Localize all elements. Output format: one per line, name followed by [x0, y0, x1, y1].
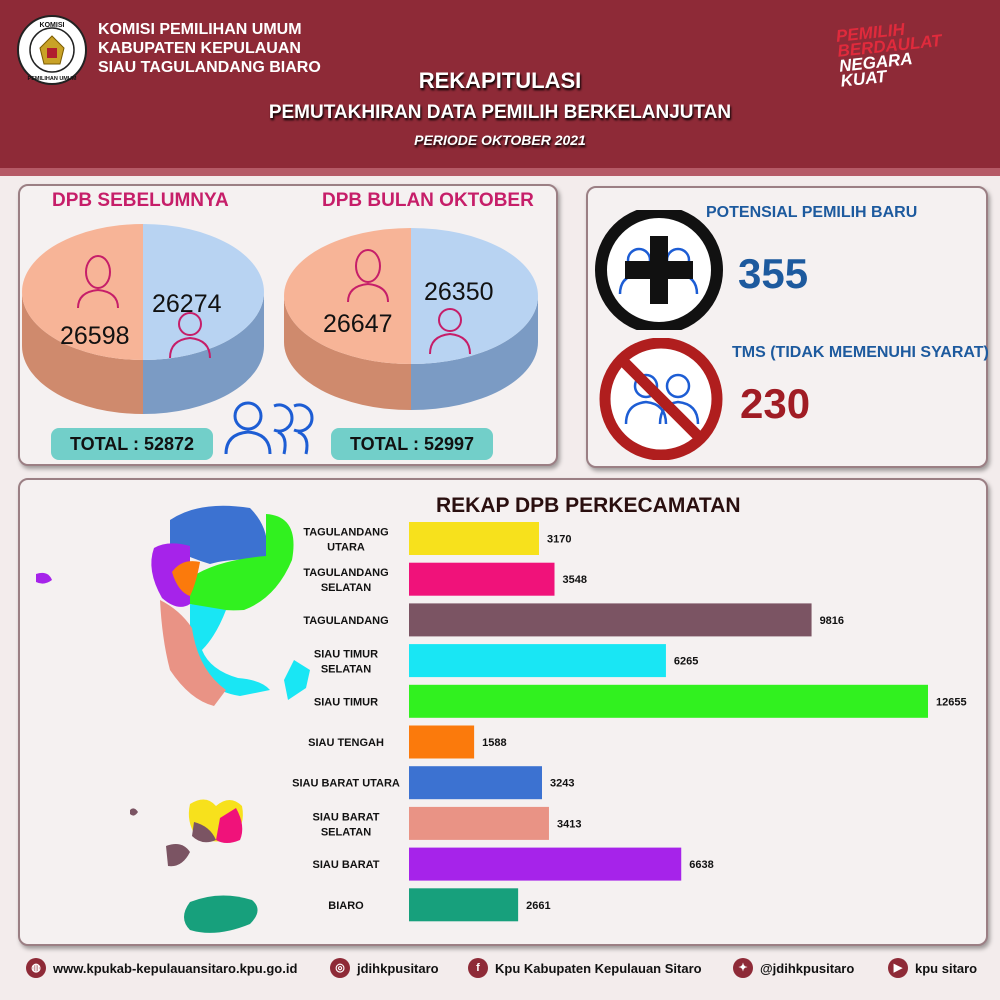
bar-7: [409, 806, 549, 840]
chart-title: REKAP DPB PERKECAMATAN: [436, 494, 741, 517]
dpb-curr-female: 26647: [323, 310, 393, 338]
bar-9: [409, 888, 519, 922]
category-label: BIARO: [328, 900, 364, 912]
logo-text-bottom: PEMILIHAN UMUM: [28, 76, 77, 82]
dpb-prev-male: 26274: [152, 290, 222, 318]
dpb-curr-title: DPB BULAN OKTOBER: [322, 190, 534, 211]
slogan: PEMILIH BERDAULAT NEGARA KUAT: [835, 15, 971, 91]
bar-value-label: 3413: [557, 818, 581, 830]
twitter-handle[interactable]: @jdihkpusitaro: [760, 960, 855, 976]
category-label: SIAU TIMUR: [314, 696, 378, 708]
category-label: SIAU BARAT SELATAN: [312, 811, 379, 838]
kpu-logo: KOMISI PEMILIHAN UMUM: [17, 15, 87, 85]
tms-value: 230: [740, 380, 811, 427]
bar-3: [409, 644, 666, 678]
header-banner: KOMISI PEMILIHAN UMUM KOMISI PEMILIHAN U…: [0, 0, 1000, 176]
organization-name: KOMISI PEMILIHAN UMUM KABUPATEN KEPULAUA…: [98, 20, 321, 77]
instagram-icon: ◎: [330, 958, 350, 978]
globe-icon: ◍: [26, 958, 46, 978]
page-title: REKAPITULASI: [418, 68, 582, 93]
dpb-prev-female: 26598: [60, 322, 130, 350]
new-voter-label: POTENSIAL PEMILIH BARU: [706, 204, 918, 221]
footer-instagram[interactable]: ◎ jdihkpusitaro: [330, 958, 439, 978]
bar-0: [409, 522, 540, 555]
male-icon: [429, 308, 471, 355]
title-block: REKAPITULASI PEMUTAKHIRAN DATA PEMILIH B…: [250, 68, 750, 148]
bar-value-label: 3243: [550, 778, 574, 790]
category-label: SIAU TENGAH: [308, 737, 384, 749]
bar-5: [409, 725, 475, 759]
facebook-icon: f: [468, 958, 488, 978]
bar-value-label: 2661: [526, 900, 550, 912]
dpb-prev-total: TOTAL : 52872: [51, 428, 213, 460]
bar-value-label: 12655: [936, 696, 967, 708]
category-label: TAGULANDANG: [303, 615, 388, 627]
bar-chart: 3170 TAGULANDANG UTARA 3548 TAGULANDANG SELAT…: [292, 522, 967, 922]
female-icon: [77, 255, 119, 309]
category-label: SIAU BARAT: [312, 859, 379, 871]
district-map: [36, 505, 310, 933]
logo-text-top: KOMISI: [40, 22, 65, 29]
female-icon: [347, 249, 389, 303]
new-voter-value: 355: [738, 250, 809, 297]
male-icon: [169, 312, 211, 359]
dpb-curr-total: TOTAL : 52997: [331, 428, 493, 460]
website-link[interactable]: www.kpukab-kepulauansitaro.kpu.go.id: [53, 960, 298, 976]
bar-1: [409, 562, 555, 596]
bar-value-label: 6638: [689, 859, 713, 871]
page-subtitle: PEMUTAKHIRAN DATA PEMILIH BERKELANJUTAN: [268, 102, 732, 123]
dpb-curr-male: 26350: [424, 278, 494, 306]
bar-value-label: 9816: [820, 615, 844, 627]
bar-6: [409, 766, 543, 800]
bar-value-label: 3170: [547, 534, 571, 546]
header-stripe: [0, 168, 1000, 176]
facebook-page[interactable]: Kpu Kabupaten Kepulauan Sitaro: [495, 960, 702, 976]
twitter-icon: ✦: [733, 958, 753, 978]
org-line-2: KABUPATEN KEPULAUAN: [98, 40, 301, 57]
category-label: TAGULANDANG SELATAN: [303, 567, 388, 594]
bar-2: [409, 603, 812, 637]
category-label: SIAU BARAT UTARA: [292, 778, 400, 790]
footer-youtube[interactable]: ▶ kpu sitaro: [888, 958, 977, 978]
bar-value-label: 1588: [482, 737, 506, 749]
bar-8: [409, 847, 682, 881]
dpb-prev-pie: [22, 224, 264, 414]
instagram-handle[interactable]: jdihkpusitaro: [357, 960, 439, 976]
footer-facebook[interactable]: f Kpu Kabupaten Kepulauan Sitaro: [468, 958, 702, 978]
youtube-icon: ▶: [888, 958, 908, 978]
period-label: PERIODE OKTOBER 2021: [414, 132, 586, 148]
dpb-curr-pie: [284, 228, 538, 410]
category-label: SIAU TIMUR SELATAN: [314, 649, 378, 676]
dpb-prev-title: DPB SEBELUMNYA: [52, 190, 229, 211]
org-line-3: SIAU TAGULANDANG BIARO: [98, 59, 321, 76]
org-line-1: KOMISI PEMILIHAN UMUM: [98, 21, 302, 38]
voters-group-icon: [224, 401, 314, 455]
bar-4: [409, 684, 928, 718]
bar-value-label: 6265: [674, 656, 698, 668]
new-voter-icon: [595, 210, 723, 330]
not-eligible-icon: [599, 338, 723, 460]
footer-twitter[interactable]: ✦ @jdihkpusitaro: [733, 958, 854, 978]
category-label: TAGULANDANG UTARA: [303, 527, 388, 554]
tms-label: TMS (TIDAK MEMENUHI SYARAT): [732, 344, 989, 361]
footer-website[interactable]: ◍ www.kpukab-kepulauansitaro.kpu.go.id: [26, 958, 297, 978]
youtube-channel[interactable]: kpu sitaro: [915, 960, 978, 976]
bar-value-label: 3548: [563, 574, 587, 586]
